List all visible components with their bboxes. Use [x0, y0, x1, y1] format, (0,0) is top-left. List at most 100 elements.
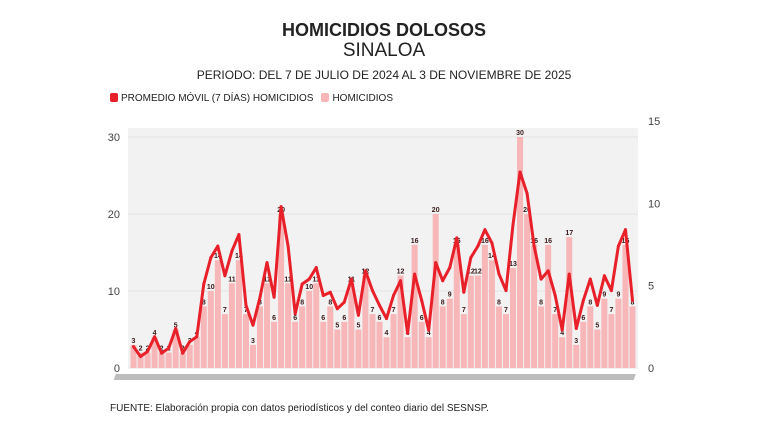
bar-label: 5: [174, 323, 178, 330]
bar: [538, 306, 545, 368]
bar-label: 14: [235, 253, 243, 260]
bar-label: 8: [631, 299, 635, 306]
moving-average-point: [623, 228, 627, 232]
bar: [285, 283, 292, 368]
bar-label: 2: [160, 346, 164, 353]
legend: PROMEDIO MÓVIL (7 DÍAS) HOMICIDIOS HOMIC…: [110, 93, 393, 104]
bar-label: 7: [609, 307, 613, 314]
moving-average-point: [490, 241, 494, 245]
bar: [376, 321, 383, 368]
bar: [383, 337, 390, 368]
bar: [271, 321, 278, 368]
moving-average-point: [462, 290, 466, 294]
legend-item-moving-average[interactable]: PROMEDIO MÓVIL (7 DÍAS) HOMICIDIOS: [110, 93, 313, 104]
bar-label: 3: [574, 338, 578, 345]
moving-average-point: [616, 244, 620, 248]
bar: [313, 283, 320, 368]
bar: [453, 244, 460, 368]
bar-label: 8: [300, 299, 304, 306]
moving-average-point: [413, 272, 417, 276]
moving-average-point: [581, 298, 585, 302]
bar: [193, 337, 200, 368]
bar-label: 12: [397, 269, 405, 276]
moving-average-point: [202, 282, 206, 286]
bar: [474, 275, 481, 368]
bar: [369, 314, 376, 368]
bar: [517, 137, 524, 368]
moving-average-point: [300, 282, 304, 286]
bar: [495, 306, 502, 368]
moving-average-point: [223, 274, 227, 278]
moving-average-point: [370, 289, 374, 293]
bar-label: 10: [207, 284, 215, 291]
moving-average-point: [251, 323, 255, 327]
legend-item-homicides[interactable]: HOMICIDIOS: [321, 93, 393, 104]
moving-average-point: [272, 295, 276, 299]
moving-average-point: [342, 300, 346, 304]
bar-label: 7: [553, 307, 557, 314]
moving-average-point: [328, 290, 332, 294]
moving-average-point: [392, 294, 396, 298]
right-tick-label: 5: [648, 281, 654, 293]
bar-label: 12: [467, 269, 475, 276]
bar: [334, 329, 341, 368]
bar: [488, 260, 495, 368]
bar-label: 10: [305, 284, 313, 291]
bar: [411, 244, 418, 368]
bar: [341, 321, 348, 368]
chart-subtitle: SINALOA: [342, 40, 426, 61]
bar-label: 3: [251, 338, 255, 345]
bar: [622, 244, 629, 368]
bar: [594, 329, 601, 368]
right-tick-label: 10: [648, 198, 660, 210]
bar: [221, 314, 228, 368]
bar-label: 4: [427, 330, 431, 337]
moving-average-point: [139, 354, 143, 358]
moving-average-point: [518, 170, 522, 174]
bar: [235, 260, 242, 368]
moving-average-point: [307, 277, 311, 281]
moving-average-point: [448, 266, 452, 270]
moving-average-point: [174, 326, 178, 330]
bar: [566, 237, 573, 368]
bar-label: 6: [342, 315, 346, 322]
moving-average-point: [356, 313, 360, 317]
bar-label: 12: [474, 269, 482, 276]
bar: [151, 337, 158, 368]
bar-label: 7: [462, 307, 466, 314]
right-tick-label: 15: [648, 116, 660, 128]
moving-average-point: [216, 244, 220, 248]
x-axis-date-labels: [113, 374, 636, 380]
moving-average-point: [188, 340, 192, 344]
bar-label: 16: [411, 238, 419, 245]
moving-average-point: [434, 261, 438, 265]
moving-average-point: [574, 326, 578, 330]
bar-label: 20: [523, 207, 531, 214]
bar-label: 13: [509, 261, 517, 268]
bar-label: 16: [544, 238, 552, 245]
moving-average-point: [209, 256, 213, 260]
bar-label: 2: [139, 346, 143, 353]
moving-average-point: [321, 294, 325, 298]
bar-label: 7: [371, 307, 375, 314]
bar: [299, 306, 306, 368]
bar-label: 9: [616, 292, 620, 299]
moving-average-point: [406, 331, 410, 335]
bar: [531, 244, 538, 368]
right-tick-label: 0: [648, 363, 654, 375]
bar-label: 5: [356, 323, 360, 330]
bar: [390, 314, 397, 368]
bar-label: 6: [321, 315, 325, 322]
left-tick-label: 20: [108, 209, 120, 221]
bar-label: 7: [223, 307, 227, 314]
bar-label: 11: [228, 276, 236, 283]
moving-average-point: [258, 295, 262, 299]
bar: [264, 283, 271, 368]
bar-label: 17: [565, 230, 573, 237]
moving-average-point: [399, 279, 403, 283]
bar-label: 8: [497, 299, 501, 306]
moving-average-point: [265, 261, 269, 265]
bar-label: 5: [335, 323, 339, 330]
moving-average-point: [497, 272, 501, 276]
bar-label: 4: [153, 330, 157, 337]
